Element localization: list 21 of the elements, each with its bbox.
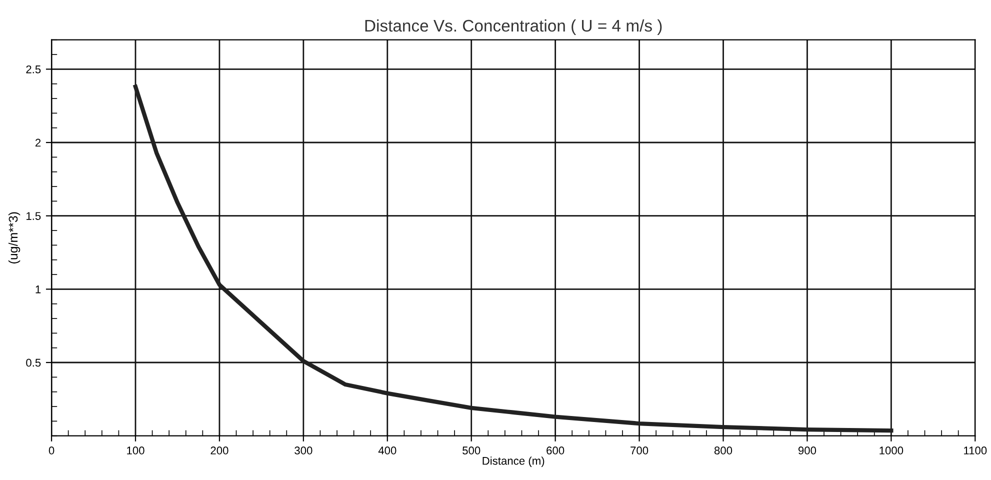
y-tick-label: 2.5: [26, 65, 41, 74]
y-tick-label: 1.5: [26, 212, 41, 220]
y-axis-title: (ug/m**3): [8, 212, 20, 264]
x-tick-label: 200: [210, 446, 228, 454]
y-tick-label: 2: [35, 138, 41, 147]
x-tick-label: 100: [127, 446, 144, 454]
y-tick-label: 0.5: [26, 358, 41, 367]
chart-title: Distance Vs. Concentration ( U = 4 m/s ): [365, 19, 662, 35]
x-tick-label: 500: [462, 446, 480, 454]
x-axis-title: Distance (m): [482, 456, 544, 467]
x-tick-label: 800: [714, 446, 732, 454]
x-tick-label: 300: [294, 446, 312, 454]
x-tick-label: 1100: [964, 446, 987, 454]
x-tick-label: 700: [630, 446, 648, 454]
line-series: [133, 84, 894, 433]
x-tick-label: 0: [48, 446, 54, 454]
x-tick-label: 600: [546, 446, 564, 454]
x-tick-label: 900: [798, 446, 816, 454]
x-tick-label: 400: [378, 446, 396, 454]
x-tick-label: 1000: [880, 446, 904, 454]
y-tick-label: 1: [36, 286, 41, 294]
